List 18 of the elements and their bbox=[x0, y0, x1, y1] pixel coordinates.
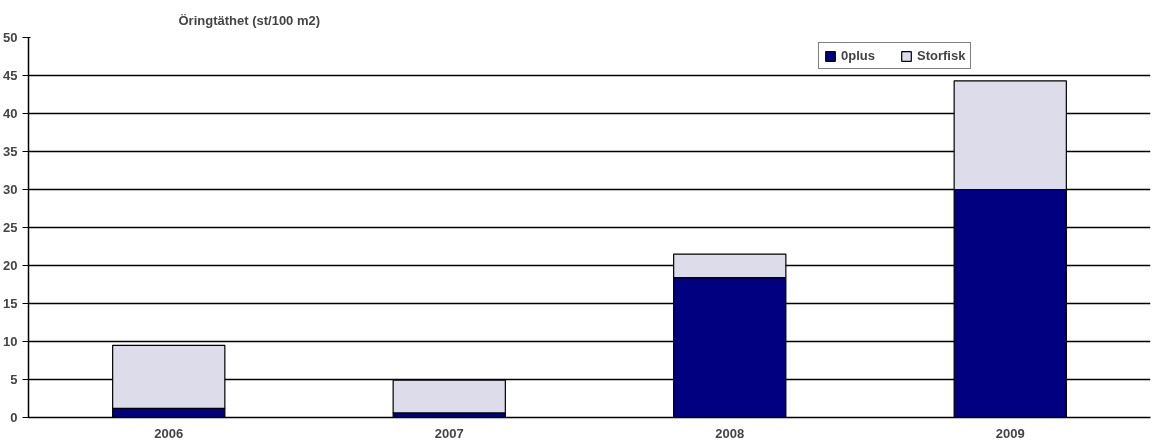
y-tick-label: 45 bbox=[3, 68, 18, 83]
y-tick-label: 20 bbox=[3, 258, 18, 273]
x-tick-label: 2009 bbox=[995, 425, 1025, 441]
y-tick-label: 10 bbox=[3, 334, 18, 349]
legend-label: Storfisk bbox=[916, 48, 966, 63]
y-tick-label: 0 bbox=[10, 410, 18, 425]
y-tick-label: 15 bbox=[3, 296, 18, 311]
legend-label: 0plus bbox=[841, 48, 875, 63]
y-tick-label: 25 bbox=[3, 220, 18, 235]
x-tick-label: 2008 bbox=[715, 425, 745, 441]
y-tick-label: 40 bbox=[3, 106, 18, 121]
x-tick-label: 2007 bbox=[434, 425, 464, 441]
y-tick-label: 50 bbox=[3, 30, 18, 45]
x-tick-label: 2006 bbox=[154, 425, 184, 441]
chart-title: Öringtäthet (st/100 m2) bbox=[178, 12, 321, 28]
y-tick-label: 5 bbox=[10, 372, 18, 387]
y-tick-label: 30 bbox=[3, 182, 18, 197]
y-tick-label: 35 bbox=[3, 144, 18, 159]
